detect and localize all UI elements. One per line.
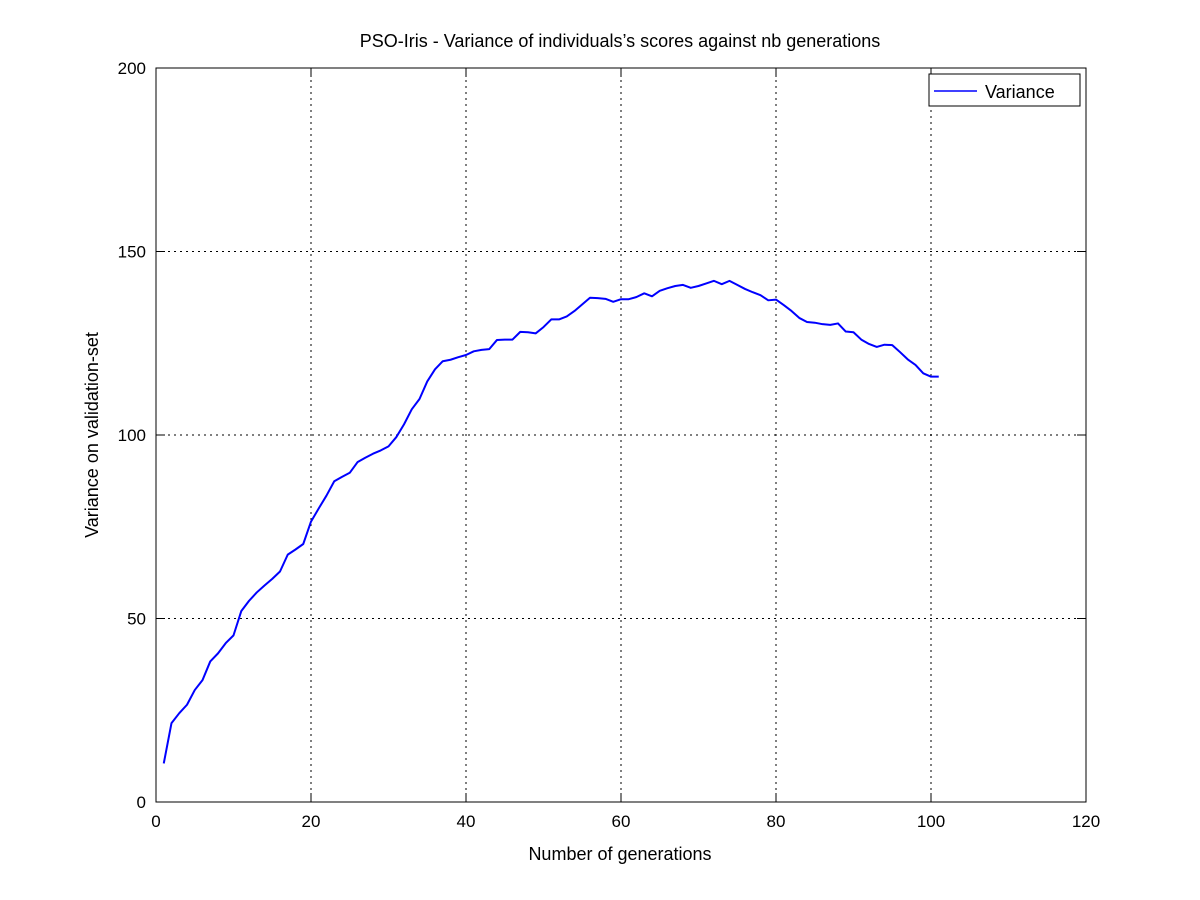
- legend: Variance: [928, 73, 1081, 107]
- y-tick-label: 150: [118, 243, 146, 262]
- x-tick-label: 80: [767, 812, 786, 831]
- grid: [156, 68, 1086, 802]
- y-axis-ticks: 0 50 100 150 200: [118, 59, 1086, 812]
- x-tick-label: 20: [302, 812, 321, 831]
- x-tick-label: 120: [1072, 812, 1100, 831]
- y-tick-label: 100: [118, 426, 146, 445]
- x-axis-ticks: 0 20 40 60 80 100 120: [151, 68, 1100, 831]
- y-tick-label: 50: [127, 610, 146, 629]
- x-axis-label: Number of generations: [528, 844, 711, 864]
- y-tick-label: 0: [137, 793, 146, 812]
- series-layer: [162, 279, 939, 764]
- y-tick-label: 200: [118, 59, 146, 78]
- x-tick-label: 60: [612, 812, 631, 831]
- series-line-variance: [162, 279, 939, 764]
- legend-box: [928, 73, 1081, 107]
- chart-title: PSO-Iris - Variance of individuals’s sco…: [360, 31, 881, 51]
- y-axis-label: Variance on validation-set: [82, 332, 102, 538]
- x-tick-label: 100: [917, 812, 945, 831]
- x-tick-label: 40: [457, 812, 476, 831]
- legend-label-variance: Variance: [985, 82, 1055, 102]
- x-tick-label: 0: [151, 812, 160, 831]
